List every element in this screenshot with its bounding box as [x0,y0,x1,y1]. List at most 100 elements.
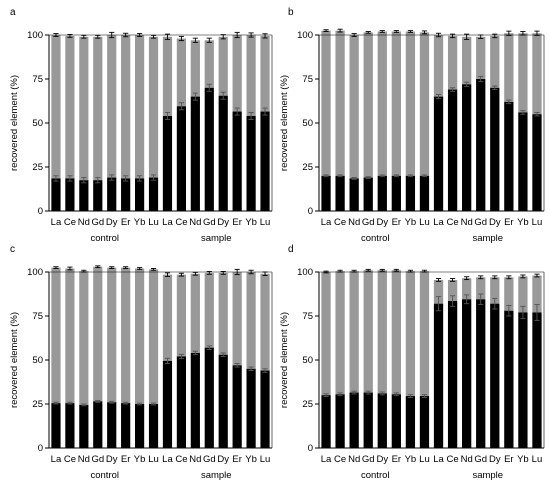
x-tick-label: La [321,454,332,465]
bar-upper [504,33,514,102]
bar-lower [176,106,187,211]
bar-lower [218,95,228,211]
y-tick-label: 75 [302,311,313,322]
bar-lower [518,112,528,211]
y-tick-label: 75 [32,74,43,85]
x-tick-label: Gd [474,454,487,465]
y-tick-label: 100 [27,267,43,278]
bar-upper [148,269,159,404]
bar-upper [363,32,373,178]
bar-lower [335,394,345,448]
group-label-sample: sample [201,470,232,481]
x-tick-label: Lu [532,217,543,228]
bar-upper [532,275,542,313]
bar-upper [232,272,242,366]
bar-lower [391,394,401,448]
x-tick-label: Er [392,217,402,228]
bar-upper [218,272,228,355]
bar-lower [419,396,430,448]
x-tick-label: Nd [78,217,90,228]
x-tick-label: Yb [245,217,257,228]
y-tick-label: 25 [302,399,313,410]
bar-upper [349,35,359,179]
bar-upper [51,267,61,404]
bar-lower [349,178,359,211]
y-tick-label: 25 [32,162,43,173]
bar-lower [476,299,486,448]
y-tick-label: 0 [308,443,313,454]
bar-upper [419,32,430,176]
x-tick-label: Er [504,454,514,465]
y-tick-label: 50 [32,355,43,366]
bar-upper [490,277,500,304]
bar-lower [447,301,458,448]
bar-lower [363,392,373,448]
bar-upper [204,272,214,348]
bar-lower [476,79,486,211]
x-tick-label: Er [504,217,514,228]
bar-lower [79,180,89,211]
bar-upper [134,35,145,179]
bar-upper [490,35,500,88]
bar-upper [335,271,345,395]
bar-lower [405,175,416,211]
panel-letter: c [10,244,15,255]
bar-upper [518,33,528,113]
bar-upper [190,40,200,97]
bar-upper [476,36,486,79]
x-tick-label: Yb [405,454,417,465]
x-tick-label: Ce [175,217,187,228]
bar-lower [532,312,542,448]
x-tick-label: Dy [376,217,388,228]
x-tick-label: La [321,217,332,228]
y-axis-title: recovered element (%) [279,75,290,171]
x-tick-label: Dy [217,217,229,228]
x-tick-label: Lu [148,454,159,465]
bar-lower [490,87,500,211]
bar-upper [321,30,331,176]
x-tick-label: Ce [64,217,76,228]
x-tick-label: Nd [348,454,360,465]
bar-upper [93,36,103,181]
x-tick-label: Gd [91,454,104,465]
bar-upper [462,36,472,85]
x-tick-label: Dy [489,217,501,228]
bar-lower [490,303,500,448]
bar-lower [321,395,331,448]
x-tick-label: Er [121,217,131,228]
x-tick-label: Dy [489,454,501,465]
bar-lower [260,370,270,448]
x-tick-label: Lu [419,217,430,228]
x-tick-label: Gd [91,217,104,228]
bar-upper [190,273,200,353]
bar-lower [246,368,256,448]
group-label-control: control [90,233,119,244]
bar-upper [246,35,256,116]
y-tick-label: 25 [302,162,313,173]
y-tick-label: 75 [32,311,43,322]
bar-lower [232,365,242,448]
x-tick-label: Yb [134,217,146,228]
x-tick-label: Lu [260,454,271,465]
x-tick-label: Dy [217,454,229,465]
bar-lower [79,404,89,448]
x-tick-label: Er [392,454,402,465]
bar-upper [260,35,270,112]
bar-lower [134,178,145,211]
bar-lower [260,111,270,211]
bar-upper [260,273,270,371]
x-tick-label: Yb [245,454,257,465]
x-tick-label: Yb [517,217,529,228]
x-tick-label: Yb [134,454,146,465]
bar-upper [65,35,75,179]
bar-lower [504,101,514,211]
y-tick-label: 25 [32,399,43,410]
bar-lower [134,404,145,448]
bar-upper [246,272,256,369]
y-tick-label: 100 [27,30,43,41]
panel-letter: d [288,244,294,255]
x-tick-label: Gd [362,454,375,465]
